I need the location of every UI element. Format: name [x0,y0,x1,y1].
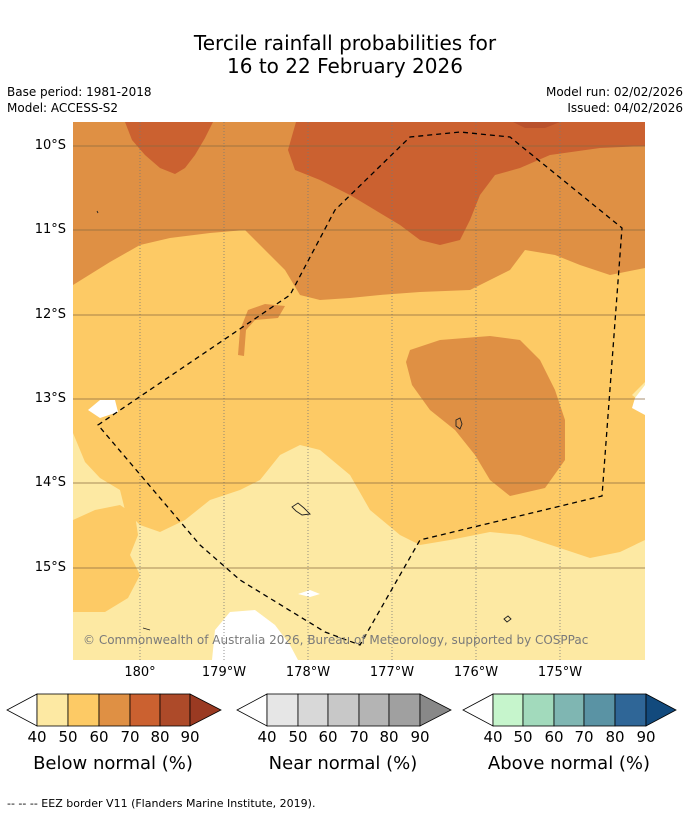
tick-label: 70 [349,728,369,746]
meta-right: Model run: 02/02/2026 Issued: 04/02/2026 [546,84,683,116]
colorbar-near [236,693,452,727]
tick-label: 60 [89,728,109,746]
lat-label: 15°S [34,560,66,575]
eez-border [97,131,623,646]
lon-label: 178°W [285,665,331,680]
tick-label: 40 [27,728,47,746]
tick-label: 60 [544,728,564,746]
region-below-60-small [238,304,285,356]
tick-label: 90 [180,728,200,746]
island-futuna [291,502,311,516]
tick-label: 50 [58,728,78,746]
island-small-south [503,615,512,623]
island-wallis [455,417,463,430]
lon-label: 175°W [537,665,583,680]
tick-label: 70 [120,728,140,746]
island-small-sw [142,627,151,631]
tick-label: 80 [379,728,399,746]
region-no-signal-sw [88,400,118,418]
region-below-50-left [73,505,140,612]
colorbar-above-title: Above normal (%) [487,753,651,774]
lon-label: 176°W [453,665,499,680]
lat-label: 12°S [34,307,66,322]
lon-label: 177°W [369,665,415,680]
model-name: Model: ACCESS-S2 [7,101,119,115]
lon-label: 180° [124,665,156,680]
lat-label: 10°S [34,138,66,153]
region-below-70-n [288,122,645,245]
issued-date: Issued: 04/02/2026 [567,101,683,115]
latitude-lines [73,145,645,569]
tick-label: 50 [288,728,308,746]
colorbar-below [6,693,222,727]
tick-label: 50 [513,728,533,746]
lat-label: 13°S [34,391,66,406]
tick-label: 60 [318,728,338,746]
model-run: Model run: 02/02/2026 [545,85,683,99]
copyright-notice: © Commonwealth of Australia 2026, Bureau… [83,633,589,647]
lat-label: 14°S [34,475,66,490]
meta-left: Base period: 1981-2018 Model: ACCESS-S2 [7,84,152,116]
tick-label: 40 [483,728,503,746]
tick-label: 90 [636,728,656,746]
region-below-60-east [406,336,565,496]
region-below-70-nw [125,122,213,174]
tick-label: 80 [605,728,625,746]
region-no-signal-east [632,385,645,415]
probability-field [73,122,645,660]
eez-legend: -- -- -- EEZ border V11 (Flanders Marine… [7,797,316,810]
tick-label: 40 [257,728,277,746]
title-line-1: Tercile rainfall probabilities for [193,31,497,55]
colorbar-above [462,693,677,727]
tick-label: 80 [150,728,170,746]
lon-label: 179°W [201,665,247,680]
base-period: Base period: 1981-2018 [7,85,152,99]
tick-label: 90 [410,728,430,746]
title-line-2: 16 to 22 February 2026 [227,54,463,78]
tick-label: 70 [574,728,594,746]
lat-label: 11°S [34,222,66,237]
islands [96,210,512,631]
colorbar-below-title: Below normal (%) [33,753,193,774]
region-no-signal-s [212,610,298,660]
colorbar-near-title: Near normal (%) [268,753,418,774]
map-title: Tercile rainfall probabilities for 16 to… [0,32,690,78]
